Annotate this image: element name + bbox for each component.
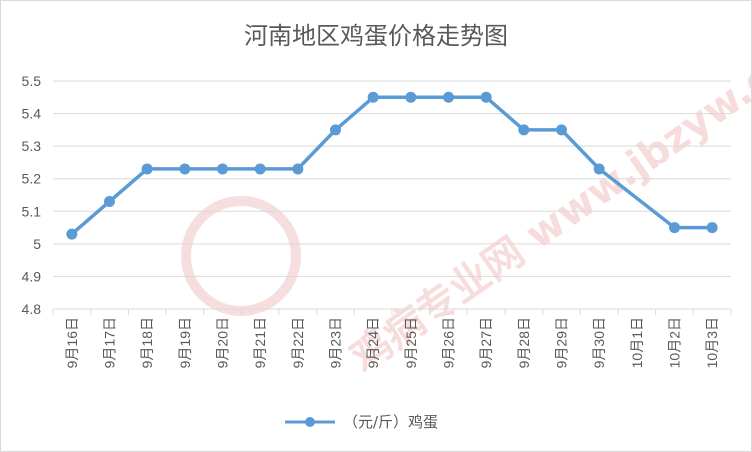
data-point <box>367 91 379 103</box>
x-tick-label: 9月28日 <box>516 317 532 368</box>
data-point <box>669 222 680 234</box>
legend-marker <box>305 417 315 427</box>
x-tick-label: 9月29日 <box>554 317 570 368</box>
y-tick-label: 5.3 <box>22 138 42 154</box>
data-point <box>141 163 153 175</box>
x-tick-label: 9月24日 <box>365 317 381 368</box>
data-point <box>179 163 191 175</box>
x-axis: 9月16日 9月17日 9月18日 9月19日 9月20日 9月21日 9月22日 9月23日… <box>52 309 732 368</box>
data-point <box>556 124 567 136</box>
y-tick-label: 5.5 <box>22 73 42 89</box>
x-tick-label: 10月3日 <box>704 317 720 368</box>
x-tick-label: 9月22日 <box>290 317 306 368</box>
y-tick-label: 5.2 <box>22 171 42 187</box>
x-tick-label: 9月20日 <box>215 317 231 368</box>
legend: （元/斤）鸡蛋 <box>285 413 438 431</box>
data-point <box>706 222 718 234</box>
x-tick-label: 9月27日 <box>478 317 494 368</box>
data-point <box>480 91 492 103</box>
data-point <box>518 124 530 136</box>
legend-label: （元/斤）鸡蛋 <box>343 413 438 431</box>
data-point <box>443 91 454 103</box>
series-layer <box>66 91 718 240</box>
x-tick-label: 9月25日 <box>403 317 419 368</box>
data-point <box>217 163 228 175</box>
x-tick-label: 9月26日 <box>441 317 457 368</box>
data-point <box>405 91 417 103</box>
x-tick-label: 9月18日 <box>139 317 155 368</box>
data-point <box>593 163 605 175</box>
data-point <box>104 196 115 208</box>
y-tick-label: 5 <box>33 236 41 252</box>
x-tick-label: 10月1日 <box>629 317 645 368</box>
x-tick-label: 10月2日 <box>667 317 683 368</box>
chart-title: 河南地区鸡蛋价格走势图 <box>244 22 508 50</box>
data-point <box>292 163 304 175</box>
x-tick-label: 9月16日 <box>64 317 80 368</box>
data-point <box>254 163 266 175</box>
y-tick-label: 4.8 <box>22 301 42 317</box>
x-tick-label: 9月19日 <box>177 317 193 368</box>
x-tick-label: 9月17日 <box>102 317 118 368</box>
y-tick-label: 5.1 <box>22 203 42 219</box>
x-tick-label: 9月21日 <box>252 317 268 368</box>
y-axis: 4.8 4.9 5 5.1 5.2 5.3 5.4 5.5 <box>22 73 42 317</box>
data-point <box>66 228 78 240</box>
y-tick-label: 4.9 <box>22 268 42 284</box>
y-tick-label: 5.4 <box>22 106 42 122</box>
x-tick-label: 9月23日 <box>328 317 344 368</box>
data-point <box>330 124 341 136</box>
x-tick-label: 9月30日 <box>591 317 607 368</box>
watermark-logo <box>181 196 301 316</box>
